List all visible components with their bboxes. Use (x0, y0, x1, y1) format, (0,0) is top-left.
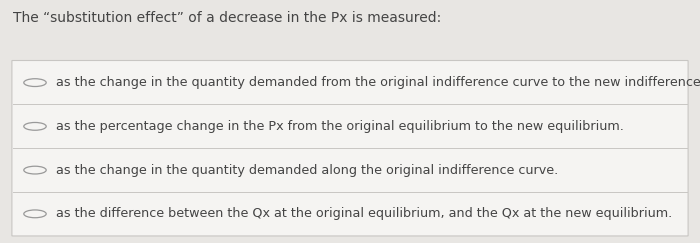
Text: The “substitution effect” of a decrease in the Px is measured:: The “substitution effect” of a decrease … (13, 11, 441, 25)
Text: as the difference between the Qx at the original equilibrium, and the Qx at the : as the difference between the Qx at the … (56, 207, 672, 220)
Text: as the change in the quantity demanded along the original indifference curve.: as the change in the quantity demanded a… (56, 164, 559, 177)
Text: as the percentage change in the Px from the original equilibrium to the new equi: as the percentage change in the Px from … (56, 120, 624, 133)
Text: as the change in the quantity demanded from the original indifference curve to t: as the change in the quantity demanded f… (56, 76, 700, 89)
FancyBboxPatch shape (12, 61, 688, 236)
